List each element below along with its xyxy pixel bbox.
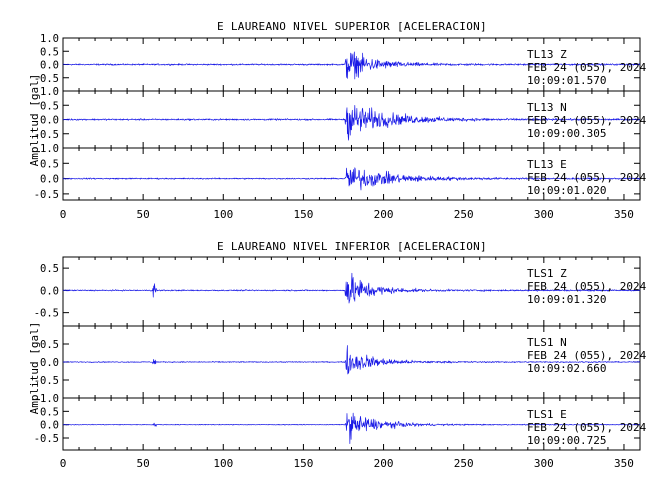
station-label: TLS1 Z <box>527 267 567 280</box>
event-date-label: FEB 24 (055), 2024 <box>527 280 647 293</box>
y-tick-label: 0.5 <box>40 406 59 418</box>
x-tick-label: 50 <box>137 208 150 221</box>
station-label: TLS1 N <box>527 336 567 349</box>
x-tick-label: 300 <box>534 457 554 470</box>
event-time-label: 10:09:02.660 <box>527 362 606 375</box>
x-tick-label: 100 <box>213 208 233 221</box>
event-time-label: 10:09:00.305 <box>527 127 606 140</box>
event-date-label: FEB 24 (055), 2024 <box>527 171 647 184</box>
x-tick-label: 150 <box>293 457 313 470</box>
y-tick-label: 0.5 <box>40 263 59 275</box>
waveform-trace <box>62 51 641 80</box>
y-tick-label: -0.5 <box>34 375 59 387</box>
waveform-trace <box>62 412 641 444</box>
y-tick-label: 0.5 <box>40 339 59 351</box>
y-tick-label: 1.0 <box>40 33 59 45</box>
waveform-trace <box>62 105 641 141</box>
y-tick-label: -0.5 <box>34 73 59 85</box>
x-tick-label: 0 <box>60 208 67 221</box>
x-tick-label: 50 <box>137 457 150 470</box>
y-tick-label: 0.0 <box>40 115 59 127</box>
x-tick-label: 0 <box>60 457 67 470</box>
chart-title: E LAUREANO NIVEL SUPERIOR [ACELERACION] <box>217 20 487 33</box>
y-tick-label: -0.5 <box>34 308 59 320</box>
y-tick-label: -0.5 <box>34 129 59 141</box>
x-tick-label: 250 <box>454 457 474 470</box>
y-tick-label: -1.0 <box>34 393 59 405</box>
y-tick-label: 0.0 <box>40 60 59 72</box>
waveform-trace <box>62 167 640 191</box>
y-tick-label: 0.0 <box>40 420 59 432</box>
x-tick-label: 200 <box>374 208 394 221</box>
event-date-label: FEB 24 (055), 2024 <box>527 349 647 362</box>
x-tick-label: 350 <box>614 208 634 221</box>
y-tick-label: 0.0 <box>40 285 59 297</box>
x-tick-label: 350 <box>614 457 634 470</box>
station-label: TL13 N <box>527 101 567 114</box>
event-date-label: FEB 24 (055), 2024 <box>527 61 647 74</box>
y-tick-label: 1.0 <box>40 86 59 98</box>
y-tick-label: -0.5 <box>34 433 59 445</box>
y-tick-label: 0.5 <box>40 46 59 58</box>
y-tick-label: 0.5 <box>40 100 59 112</box>
station-label: TL13 E <box>527 158 567 171</box>
y-tick-label: 0.0 <box>40 174 59 186</box>
y-tick-label: 0.5 <box>40 158 59 170</box>
station-label: TLS1 E <box>527 408 567 421</box>
event-time-label: 10:09:01.320 <box>527 293 606 306</box>
waveform-trace <box>62 345 641 375</box>
event-date-label: FEB 24 (055), 2024 <box>527 421 647 434</box>
y-tick-label: -0.5 <box>34 189 59 201</box>
x-tick-label: 100 <box>213 457 233 470</box>
y-axis-label: Amplitud [gal] <box>28 322 41 415</box>
y-tick-label: 1.0 <box>40 143 59 155</box>
x-tick-label: 200 <box>374 457 394 470</box>
x-tick-label: 250 <box>454 208 474 221</box>
y-tick-label: 0.0 <box>40 357 59 369</box>
x-tick-label: 150 <box>293 208 313 221</box>
waveform-trace <box>62 272 641 304</box>
x-tick-label: 300 <box>534 208 554 221</box>
chart-title: E LAUREANO NIVEL INFERIOR [ACELERACION] <box>217 240 487 253</box>
event-time-label: 10:09:01.570 <box>527 74 606 87</box>
event-time-label: 10:09:00.725 <box>527 434 606 447</box>
event-time-label: 10:09:01.020 <box>527 184 606 197</box>
y-axis-label: Amplitud [gal] <box>28 74 41 167</box>
event-date-label: FEB 24 (055), 2024 <box>527 114 647 127</box>
station-label: TL13 Z <box>527 48 567 61</box>
